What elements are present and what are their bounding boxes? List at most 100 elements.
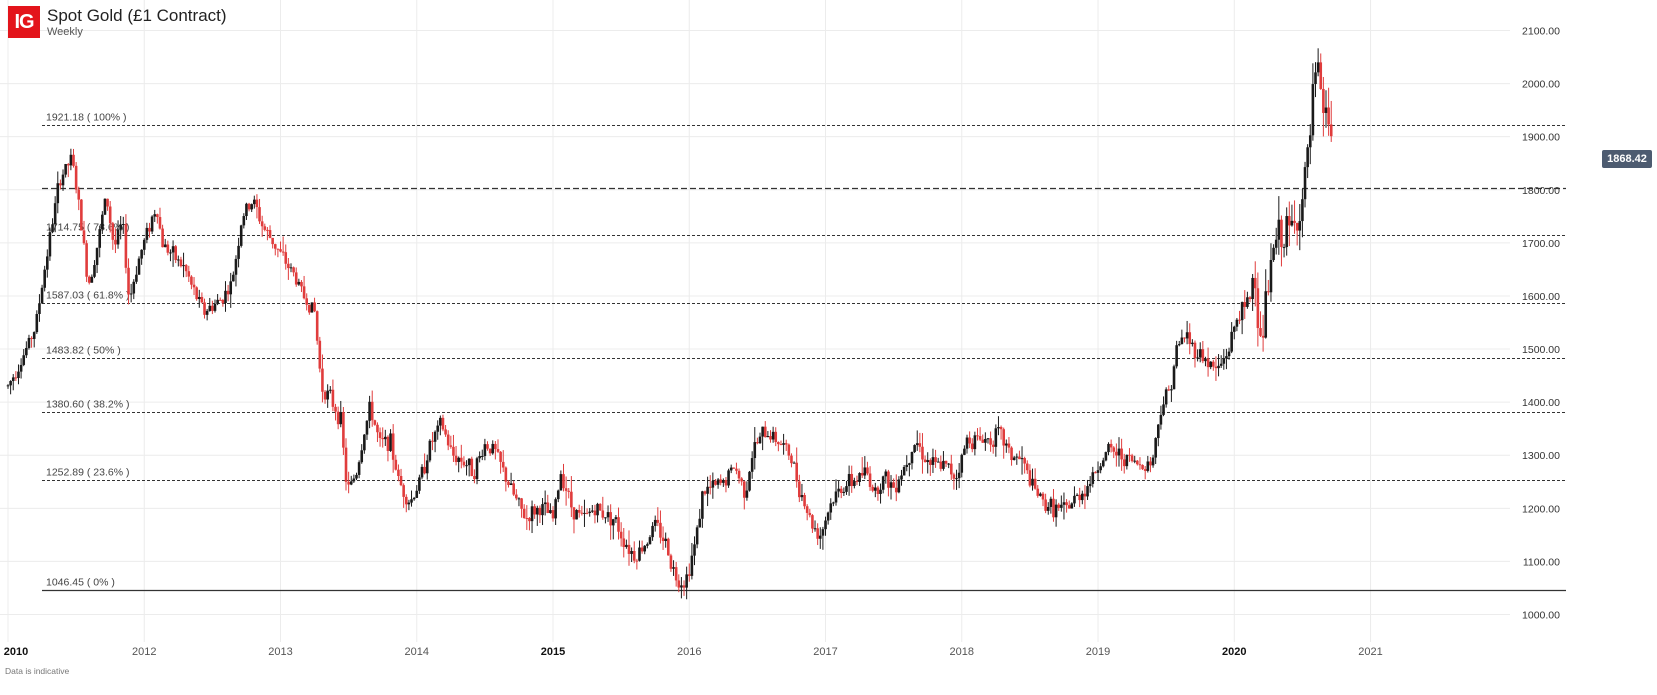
candle-body bbox=[923, 459, 927, 463]
candle-body bbox=[680, 585, 683, 588]
candle-body bbox=[43, 269, 46, 288]
candle-down bbox=[331, 379, 335, 412]
candle-body bbox=[572, 507, 576, 520]
candle-body bbox=[598, 503, 602, 511]
candle-body bbox=[711, 480, 715, 488]
candle-up bbox=[297, 278, 301, 286]
candle-down bbox=[593, 504, 597, 524]
candle-up bbox=[559, 470, 563, 491]
candle-body bbox=[570, 491, 573, 508]
candle-body bbox=[1028, 470, 1032, 486]
candle-body bbox=[1099, 466, 1102, 471]
candle-down bbox=[784, 439, 788, 451]
candle-up bbox=[27, 334, 31, 350]
candle-up bbox=[150, 215, 154, 235]
candle-body bbox=[1172, 366, 1176, 390]
candle-body bbox=[674, 567, 678, 581]
candle-body bbox=[863, 467, 867, 476]
candle-body bbox=[1104, 452, 1108, 461]
candle-down bbox=[1078, 487, 1081, 508]
candle-body bbox=[1125, 454, 1129, 467]
candle-body bbox=[292, 267, 295, 273]
candle-body bbox=[1259, 328, 1262, 336]
candle-down bbox=[200, 292, 204, 304]
candle-body bbox=[601, 510, 605, 518]
candle-body bbox=[533, 506, 536, 515]
candle-up bbox=[900, 469, 903, 486]
ig-logo: IG bbox=[8, 6, 40, 38]
candle-body bbox=[1086, 486, 1089, 497]
candle-body bbox=[260, 221, 264, 227]
timeframe-label: Weekly bbox=[47, 26, 83, 38]
candle-body bbox=[554, 499, 557, 519]
candle-body bbox=[211, 305, 214, 311]
candle-down bbox=[876, 485, 880, 501]
candle-up bbox=[1298, 204, 1302, 251]
candle-body bbox=[326, 390, 329, 400]
candle-body bbox=[504, 467, 508, 482]
candle-body bbox=[648, 537, 652, 545]
candle-body bbox=[559, 474, 563, 491]
candle-body bbox=[245, 203, 248, 217]
candle-down bbox=[929, 458, 932, 476]
candle-down bbox=[287, 257, 290, 280]
candle-body bbox=[475, 458, 479, 480]
candle-down bbox=[1167, 385, 1171, 392]
candle-body bbox=[1322, 88, 1325, 113]
candle-body bbox=[349, 481, 353, 485]
candle-body bbox=[973, 435, 977, 450]
candle-body bbox=[991, 444, 995, 447]
candle-body bbox=[669, 555, 673, 569]
candle-body bbox=[1005, 443, 1008, 446]
candle-up bbox=[716, 478, 720, 489]
candle-down bbox=[460, 444, 463, 469]
candle-body bbox=[294, 272, 298, 285]
candle-up bbox=[412, 496, 416, 501]
candle-up bbox=[32, 331, 36, 348]
candle-body bbox=[528, 518, 531, 522]
candle-body bbox=[368, 401, 371, 421]
candle-body bbox=[386, 436, 390, 451]
candle-up bbox=[1324, 90, 1328, 128]
candle-body bbox=[69, 154, 73, 166]
candle-down bbox=[302, 275, 306, 300]
candle-up bbox=[1012, 455, 1016, 461]
candle-body bbox=[1272, 247, 1275, 261]
candle-body bbox=[239, 225, 243, 246]
candle-body bbox=[342, 412, 345, 448]
candle-body bbox=[279, 249, 282, 252]
candle-body bbox=[651, 525, 654, 538]
candle-body bbox=[268, 230, 272, 238]
candle-up bbox=[1177, 340, 1181, 347]
candle-body bbox=[150, 216, 154, 232]
candle-body bbox=[1175, 345, 1178, 367]
candle-body bbox=[853, 481, 856, 486]
candle-down bbox=[258, 198, 261, 225]
candle-down bbox=[499, 451, 502, 474]
candle-up bbox=[17, 364, 20, 385]
candle-down bbox=[1259, 311, 1262, 338]
candle-body bbox=[253, 199, 256, 205]
candle-body bbox=[59, 183, 62, 186]
candle-up bbox=[420, 464, 424, 480]
candle-up bbox=[591, 504, 594, 513]
candle-up bbox=[748, 470, 751, 492]
candle-up bbox=[1180, 329, 1184, 345]
candle-down bbox=[404, 494, 408, 513]
candle-down bbox=[158, 207, 162, 230]
candle-body bbox=[1054, 504, 1058, 518]
time-axis: 2010 2012 2013 2014 2015 2016 2017 2018 2019 2020… bbox=[4, 646, 1383, 658]
candle-down bbox=[1083, 485, 1087, 510]
candle-down bbox=[601, 496, 605, 520]
candle-down bbox=[496, 439, 500, 454]
candle-body bbox=[1120, 448, 1123, 460]
candle-up bbox=[46, 249, 49, 278]
candle-body bbox=[266, 229, 269, 231]
candle-down bbox=[1248, 296, 1252, 303]
candle-up bbox=[910, 451, 914, 470]
candle-body bbox=[593, 510, 597, 516]
candle-up bbox=[90, 274, 94, 283]
candle-body bbox=[1306, 147, 1309, 168]
candle-body bbox=[756, 442, 759, 444]
candle-down bbox=[1188, 323, 1192, 355]
